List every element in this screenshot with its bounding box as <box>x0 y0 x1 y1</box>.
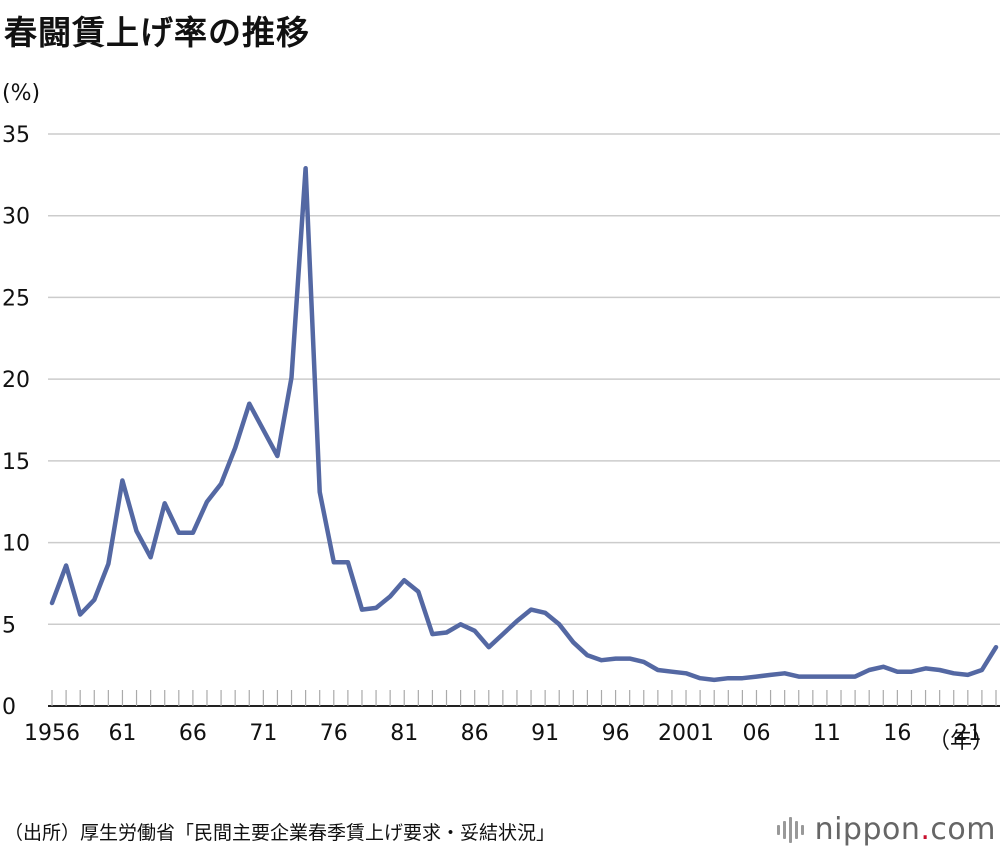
sound-wave-icon <box>776 816 807 843</box>
y-unit-label: (%) <box>2 81 40 106</box>
x-tick-label: 2001 <box>658 721 714 746</box>
x-tick-label: 71 <box>249 721 277 746</box>
y-tick-label: 15 <box>2 450 30 475</box>
x-tick-label: 91 <box>531 721 559 746</box>
y-tick-label: 10 <box>2 532 30 557</box>
x-tick-label: 21 <box>954 721 982 746</box>
x-tick-label: 06 <box>742 721 770 746</box>
x-tick-label: 1956 <box>24 721 80 746</box>
y-tick-label: 35 <box>2 123 30 148</box>
x-tick-label: 76 <box>320 721 348 746</box>
x-unit-label: （年） <box>928 729 994 754</box>
brand-name: nippon <box>814 812 921 847</box>
y-tick-label: 25 <box>2 286 30 311</box>
x-tick-label: 86 <box>461 721 489 746</box>
nippon-logo: nippon. com <box>776 812 996 847</box>
x-tick-label: 96 <box>602 721 630 746</box>
brand-tld: com <box>930 812 996 847</box>
x-axis: 1956 61 66 71 76 81 86 91 96 2001 06 11 16 21 <box>24 690 1000 746</box>
y-tick-label: 30 <box>2 205 30 230</box>
y-axis-ticks: 0 5 10 15 20 25 30 35 <box>2 123 30 720</box>
x-tick-label: 61 <box>108 721 136 746</box>
x-tick-label: 16 <box>883 721 911 746</box>
gridlines <box>48 133 1000 626</box>
y-tick-label: 5 <box>2 613 16 638</box>
x-tick-label: 66 <box>179 721 207 746</box>
series-layer <box>49 166 999 683</box>
series-line <box>49 166 999 683</box>
source-note: （出所）厚生労働省「民間主要企業春季賃上げ要求・妥結状況」 <box>4 822 556 844</box>
chart-title: 春闘賃上げ率の推移 <box>4 13 310 52</box>
x-tick-label: 11 <box>813 721 841 746</box>
x-tick-label: 81 <box>390 721 418 746</box>
brand-dot: . <box>920 812 931 847</box>
y-tick-label: 20 <box>2 368 30 393</box>
y-tick-label: 0 <box>2 695 16 720</box>
